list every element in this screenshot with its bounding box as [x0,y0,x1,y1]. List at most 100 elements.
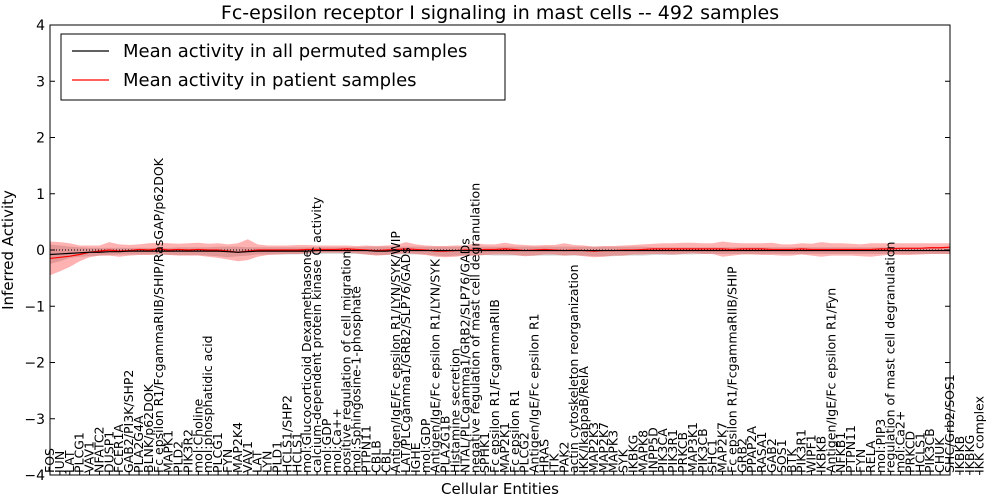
x-tick-label: Histamine secretion [447,348,462,473]
x-tick-label: PTPN11 [358,425,373,473]
x-tick-label: Antigen/IgE/Fc epsilon R1/LYN/SYK/WIP [388,231,403,473]
x-tick-label: regulation of mast cell degranulation [883,242,898,473]
y-tick-label: −1 [24,299,45,315]
x-tick-label: Fc epsilon R1/FcgammaRIIB/SHIP [724,266,739,473]
x-tick-label: HCLS1 [289,432,304,473]
x-tick-label: mol:Choline [190,398,205,473]
x-tick-label: mol:Ca++ [329,408,344,473]
confidence-bands [50,239,950,276]
x-tick-label: PLD2 [171,441,186,473]
x-tick-label: HRAS [537,439,552,473]
x-tick-label: BLNK/p62DOK [141,383,156,473]
y-tick-label: −2 [24,356,45,372]
x-tick-label: FCER1A [111,424,126,473]
x-tick-label: ITK [546,453,561,473]
x-tick-label: PLA2G4A [131,415,146,473]
y-tick-label: 2 [36,131,45,147]
x-tick-label: actin cytoskeleton reorganization [566,264,581,473]
x-tick-label: VAV1 [82,441,97,473]
x-tick-label: HCLS1 [912,432,927,473]
x-tick-label: mol:Glucocorticoid Dexamethasone [299,249,314,473]
x-tick-label: FYN [853,449,868,473]
x-tick-label: PIK3CA [655,428,670,473]
x-tick-label: CBL [378,449,393,473]
x-tick-label: MAPK1 [161,430,176,473]
x-tick-label: MAP2K7 [715,422,730,473]
legend-label-permuted: Mean activity in all permuted samples [123,41,467,62]
x-tick-label: PRKCB [675,432,690,473]
series-lines [49,246,951,260]
x-tick-label: IGHE [408,442,423,473]
x-tick-label: DUSP1 [101,431,116,473]
x-tick-label: PIK3CB [695,428,710,473]
x-tick-label: calcium-dependent protein kinase C activ… [309,196,324,473]
x-tick-label: INPP5D [645,427,660,473]
x-tick-label: VAV1 [240,441,255,473]
x-tick-label: Fc epsilon R1 [507,390,522,473]
plot-frame [49,24,951,476]
x-tick-label: MAP2K4 [230,422,245,473]
x-tick-label: PRKCD [902,431,917,473]
x-tick-label: LAT/PLCgamma1/GRB2/SLP76/GADs [398,247,413,473]
x-tick-label: MAP2K7 [596,422,611,473]
x-tick-label: mol:phosphatidic acid [200,335,215,473]
x-tick-label: GRB2 [734,438,749,473]
x-tick-label: GAB2/PI3K/SHP2 [121,370,136,473]
band-patient [50,239,950,276]
x-tick-label: NFATC2 [91,426,106,473]
x-tick-label: IKBKB [952,436,967,473]
y-tick-label: 3 [36,74,45,90]
x-tick-label: JUN [52,451,67,474]
x-tick-label: Fc epsilon R1/FcgammaRIIB [487,299,502,473]
x-tick-label: FYN [220,449,235,473]
x-tick-label: mol:GDP [418,418,433,473]
x-tick-label: IKBKG [626,435,641,473]
x-tick-label: IKBKG [962,435,977,473]
x-tick-label: PLD1 [269,441,284,473]
x-tick-label: PLCG1 [210,432,225,473]
x-tick-label: PPAP2A [744,426,759,473]
chart-title: Fc-epsilon receptor I signaling in mast … [221,2,779,24]
x-tick-label: LAT [250,450,265,473]
x-tick-label: CHUK [932,437,947,473]
x-tick-label: HCLS1/SHP2 [279,395,294,473]
x-axis-label: Cellular Entities [441,480,559,498]
x-tick-label: Antigen/IgE/Fc epsilon R1/LYN/SYK [428,258,443,473]
x-tick-label: RASA1 [754,432,769,473]
x-tick-label: NFKB1 [833,432,848,473]
x-tick-label: IKBKB [813,436,828,473]
series-line-permuted [49,249,950,256]
legend: Mean activity in all permuted samples Me… [60,33,506,101]
x-tick-label: BTK [784,448,799,473]
y-tick-label: −3 [24,412,45,428]
x-tick-label: MAP3K1 [685,422,700,473]
x-tick-label: PIK3CB [922,428,937,473]
x-tick-label: IKK complex [972,396,987,473]
x-axis-tick-labels: FOSJUNLATPLCG1VAV1NFATC2DUSP1FCER1AGAB2/… [42,157,987,475]
y-tick-label: 1 [36,187,45,203]
y-axis-label: Inferred Activity [0,190,17,310]
y-axis-ticks: −4 −3 −2 −1 0 1 2 3 4 [24,18,950,484]
x-tick-label: negative regulation of mast cell degranu… [467,183,482,473]
x-tick-label: SOS1 [774,439,789,473]
x-tick-label: Fc epsilon R1/FcgammaRIIB/SHIP/RasGAP/p6… [151,157,166,473]
x-tick-label: SPHK1 [477,432,492,473]
x-tick-label: Antigen/IgE/Fc epsilon R1/Fyn [823,288,838,473]
x-tick-label: IKK/IkappaB/RelA [576,366,591,473]
x-tick-label: LYN [260,451,275,473]
x-tick-label: MAPK3 [606,430,621,473]
x-tick-label: PIK3R1 [665,429,680,473]
x-tick-label: mol:GDP [319,418,334,473]
x-tick-label: CBLB [368,440,383,473]
x-tick-label: mol:Sphingosine-1-phosphate [349,286,364,473]
x-tick-label: mol:Ca2+ [893,411,908,473]
x-tick-label: PLCG2 [517,432,532,473]
x-tick-label: PLA2G1B [438,415,453,473]
x-tick-label: MAP2K3 [586,422,601,473]
x-tick-label: Antigen/IgE/Fc epsilon R1 [527,313,542,473]
x-tick-label: PLCG1 [72,432,87,473]
x-tick-label: positive regulation of cell migration [339,251,354,473]
x-tick-label: GAB2 [764,438,779,473]
x-tick-label: PIK3R1 [794,429,809,473]
